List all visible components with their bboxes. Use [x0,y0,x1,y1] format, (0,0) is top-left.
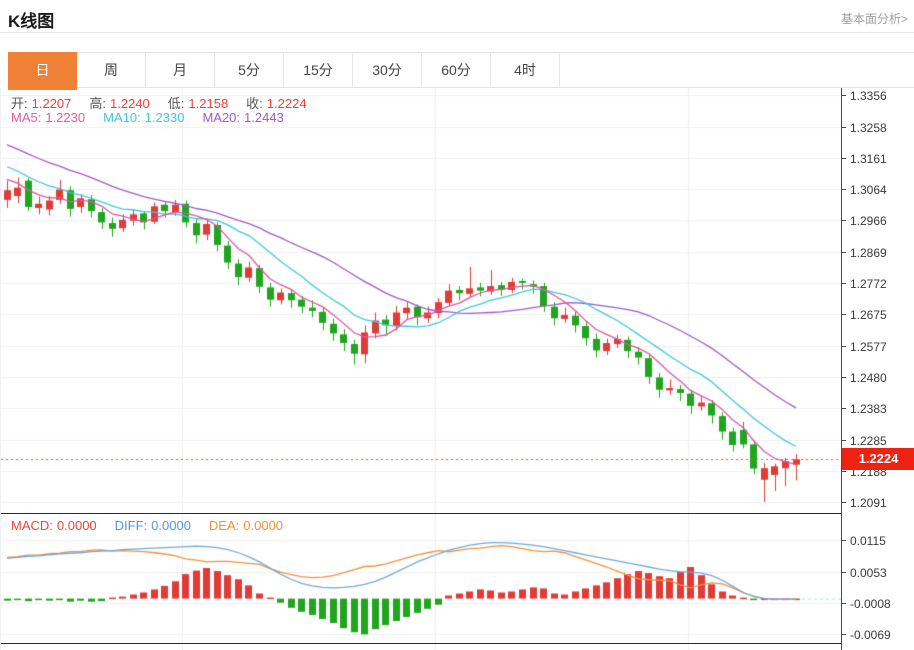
readout-value: 1.2443 [244,110,284,125]
axis-tick-label: 1.3356 [850,89,887,103]
axis-tick-mark [842,345,846,347]
axis-tick-mark [842,408,846,410]
axis-tick-label: 1.3161 [850,151,887,166]
readout-label: 收: [246,96,263,111]
bottom-border-line [1,643,841,644]
macd-readout: MACD: 0.0000 DIFF: 0.0000 DEA: 0.0000 [11,518,301,533]
axis-tick-label: 1.3258 [850,120,887,135]
tab-15min[interactable]: 15分 [284,53,353,87]
page-title: K线图 [8,12,55,31]
axis-tick-mark [842,502,846,503]
readout-label: MA5: [11,110,42,125]
axis-tick-label: 0.0115 [850,534,886,548]
readout-value: 1.2158 [188,96,229,111]
readout-value: 1.2330 [144,110,185,125]
axis-tick-label: 1.3064 [850,182,887,197]
axis-tick-mark [842,571,846,573]
tab-week[interactable]: 周 [77,53,146,87]
axis-tick-label: 1.2772 [850,276,887,291]
axis-tick-label: 1.2480 [850,370,887,385]
main-candlestick-chart[interactable] [1,88,841,514]
axis-tick-mark [842,540,846,541]
readout-value: 1.2240 [110,96,150,111]
axis-tick-label: -0.0008 [850,596,891,611]
axis-tick-label: 1.2577 [850,339,887,354]
axis-tick-mark [842,439,846,441]
axis-tick-label: 0.0053 [850,565,887,580]
axis-tick-mark [842,470,846,472]
fundamental-analysis-link[interactable]: 基本面分析> [840,12,908,26]
readout-label: MA20: [202,110,241,125]
period-tabbar: 日周月 5分 15分 30分 60分 4时 [8,52,914,90]
axis-tick-mark [842,251,846,253]
readout-value: 0.0000 [56,518,97,533]
readout-value: 0.0000 [151,518,191,533]
readout-label: MACD: [11,518,53,533]
axis-tick-label: 1.2091 [850,496,887,510]
readout-value: 0.0000 [243,518,284,533]
last-price-tag: 1.2224 [842,448,914,471]
readout-value: 1.2230 [45,110,86,125]
readout-value: 1.2224 [266,96,307,111]
readout-item: DEA: 0.0000 [209,518,287,533]
axis-tick-label: 1.2675 [850,308,887,323]
tab-60min[interactable]: 60分 [422,53,491,87]
axis-tick-mark [842,188,846,190]
axis-tick-mark [842,220,846,222]
readout-item: 收: 1.2224 [246,96,310,111]
axis-tick-mark [842,95,846,96]
axis-tick-mark [842,602,846,604]
tab-4hour[interactable]: 4时 [491,53,560,87]
tab-30min[interactable]: 30分 [353,53,422,87]
ohlc-readout: 开: 1.2207 高: 1.2240 低: 1.2158 收: 1.2224 [11,93,325,112]
readout-label: DIFF: [114,518,148,533]
axis-tick-label: 1.2383 [850,402,887,417]
readout-label: 开: [11,96,28,111]
readout-label: MA10: [103,110,141,125]
tab-month[interactable]: 月 [146,53,215,87]
readout-label: DEA: [208,518,240,533]
header-divider [0,32,914,33]
axis-tick-label: 1.2869 [850,245,887,260]
chart-area: 开: 1.2207 高: 1.2240 低: 1.2158 收: 1.2224 MA5: 1.2… [0,88,914,650]
readout-item: 高: 1.2240 [89,96,153,111]
readout-label: 高: [89,96,107,111]
readout-item: MA10: 1.2330 [103,110,188,125]
readout-label: 低: [167,96,185,111]
panel-separator-line [1,513,841,514]
tab-day[interactable]: 日 [8,52,77,90]
readout-item: 低: 1.2158 [168,96,232,111]
readout-value: 1.2207 [31,96,72,111]
axis-tick-mark [842,157,846,159]
readout-item: MA20: 1.2443 [202,110,287,125]
axis-tick-label: -0.0069 [850,627,891,642]
readout-item: MACD: 0.0000 [11,518,101,533]
price-axis-line [841,88,842,650]
axis-tick-mark [842,633,846,635]
readout-item: MA5: 1.2230 [11,110,89,125]
axis-tick-mark [842,126,846,128]
readout-item: 开: 1.2207 [11,96,75,111]
macd-indicator-chart[interactable] [1,514,841,650]
tab-5min[interactable]: 5分 [215,53,284,87]
axis-tick-label: 1.2966 [850,214,887,229]
axis-tick-label: 1.2285 [850,433,887,448]
axis-tick-mark [842,282,846,284]
ma-readout: MA5: 1.2230 MA10: 1.2330 MA20: 1.2443 [11,110,302,125]
readout-item: DIFF: 0.0000 [115,518,195,533]
axis-tick-mark [842,376,846,378]
axis-tick-mark [842,314,846,316]
